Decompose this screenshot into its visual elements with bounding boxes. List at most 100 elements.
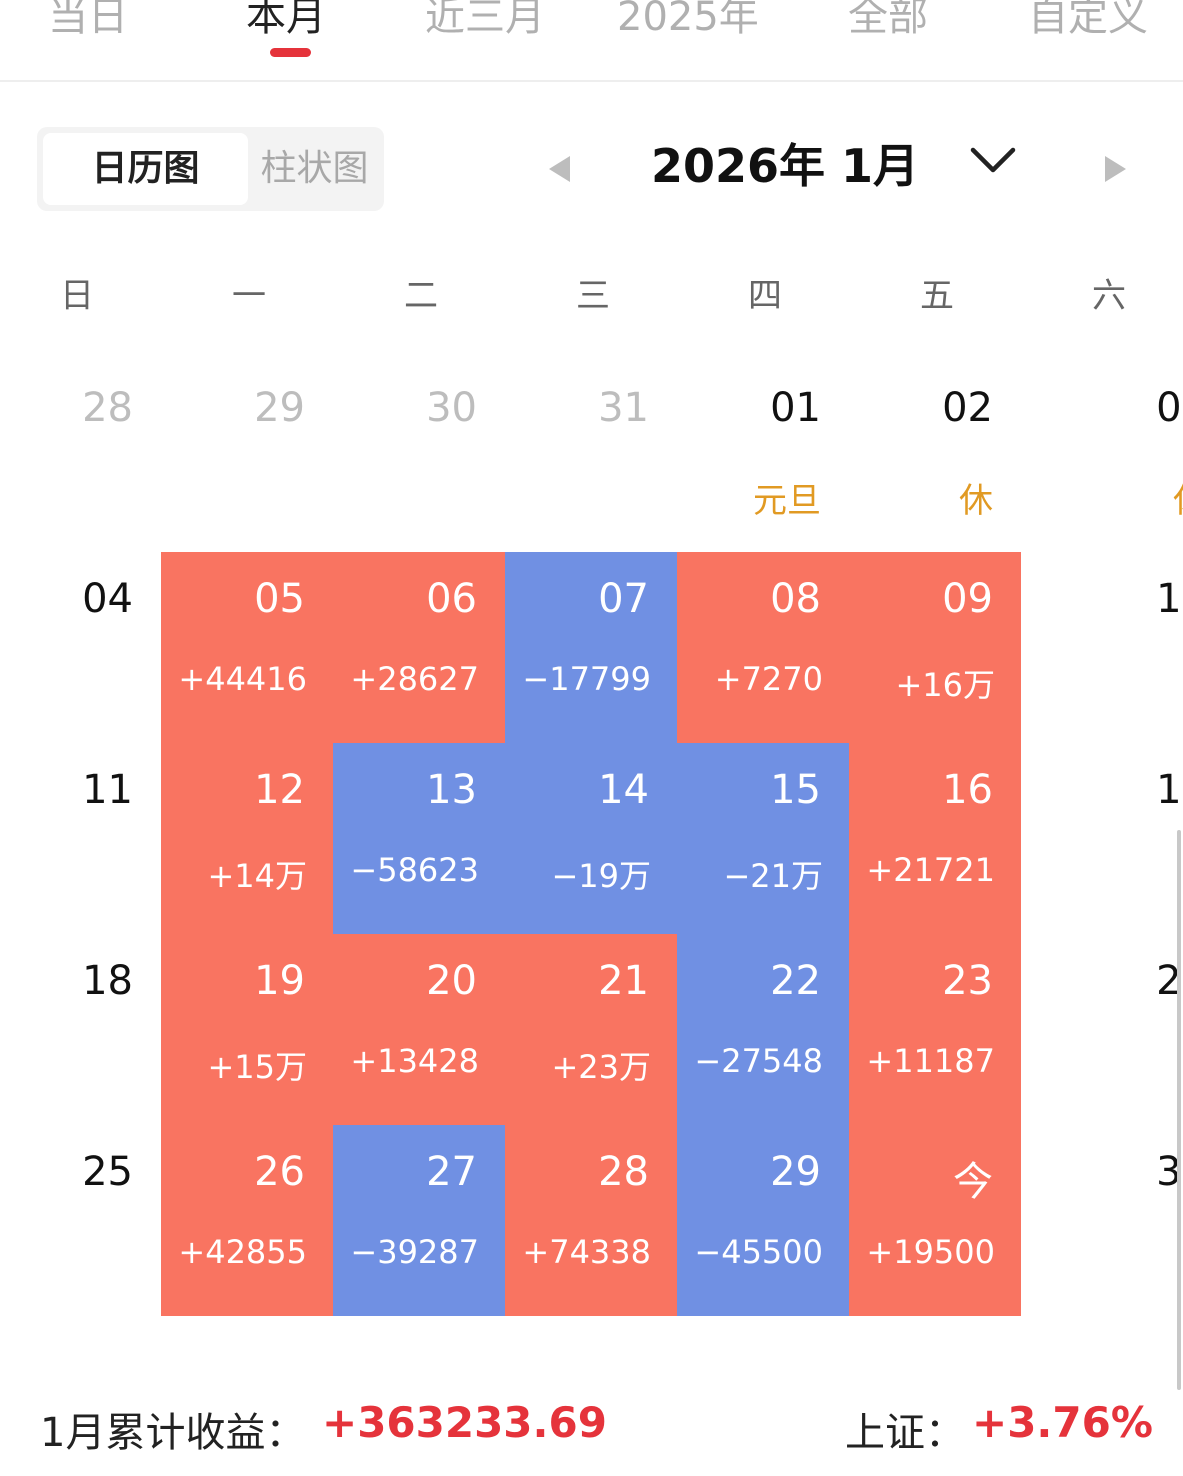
caret-left-icon: [549, 156, 570, 182]
calendar-day-cell[interactable]: 19 +15万: [161, 934, 333, 1125]
calendar-day-cell[interactable]: 29 −45500: [677, 1125, 849, 1316]
weekday-fri: 五: [920, 276, 954, 316]
calendar-day-cell: 17: [1021, 743, 1183, 934]
calendar-day-cell: 01 元旦: [677, 361, 849, 552]
daily-pnl: +42855: [178, 1233, 307, 1271]
day-number: 28: [82, 385, 133, 431]
day-number: 13: [426, 767, 477, 813]
calendar-day-cell: 02 休: [849, 361, 1021, 552]
day-number: 18: [82, 958, 133, 1004]
calendar-day-cell[interactable]: 12 +14万: [161, 743, 333, 934]
day-number: 17: [1156, 767, 1183, 813]
calendar-day-cell[interactable]: 21 +23万: [505, 934, 677, 1125]
tab-three-months[interactable]: 近三月: [425, 0, 545, 40]
calendar-day-cell: 18: [0, 934, 161, 1125]
day-number: 15: [770, 767, 821, 813]
monthly-return-label: 1月累计收益：: [40, 1410, 306, 1456]
day-number: 30: [426, 385, 477, 431]
day-number: 11: [82, 767, 133, 813]
daily-pnl: +14万: [207, 857, 307, 895]
daily-pnl: +15万: [207, 1048, 307, 1086]
tab-today[interactable]: 当日: [48, 0, 128, 40]
daily-pnl: −58623: [350, 851, 479, 889]
calendar-day-cell[interactable]: 28 +74338: [505, 1125, 677, 1316]
calendar-day-cell[interactable]: 05 +44416: [161, 552, 333, 743]
day-number: 25: [82, 1149, 133, 1195]
calendar-day-cell[interactable]: 23 +11187: [849, 934, 1021, 1125]
daily-pnl: +28627: [350, 660, 479, 698]
calendar-day-cell[interactable]: 06 +28627: [333, 552, 505, 743]
day-number: 22: [770, 958, 821, 1004]
period-tabs: 当日 本月 近三月 2025年 全部 自定义: [0, 0, 1183, 82]
next-month-button[interactable]: [1095, 140, 1135, 196]
index-label: 上证：: [845, 1410, 965, 1456]
day-number: 16: [942, 767, 993, 813]
index-change-value: +3.76%: [972, 1398, 1153, 1447]
calendar-day-cell[interactable]: 今 +19500: [849, 1125, 1021, 1316]
calendar-day-cell[interactable]: 26 +42855: [161, 1125, 333, 1316]
day-number: 27: [426, 1149, 477, 1195]
daily-pnl: −39287: [350, 1233, 479, 1271]
calendar-day-cell[interactable]: 20 +13428: [333, 934, 505, 1125]
day-number: 06: [426, 576, 477, 622]
daily-pnl: −27548: [694, 1042, 823, 1080]
calendar-day-cell[interactable]: 27 −39287: [333, 1125, 505, 1316]
holiday-label: 元旦: [753, 481, 821, 521]
calendar-day-cell[interactable]: 14 −19万: [505, 743, 677, 934]
day-number: 今: [953, 1159, 993, 1205]
calendar-day-cell: 31: [1021, 1125, 1183, 1316]
calendar-day-cell: 28: [0, 361, 161, 552]
daily-pnl: −17799: [522, 660, 651, 698]
calendar-day-cell[interactable]: 16 +21721: [849, 743, 1021, 934]
weekday-mon: 一: [232, 276, 266, 316]
calendar-day-cell: 30: [333, 361, 505, 552]
daily-pnl: +11187: [866, 1042, 995, 1080]
weekday-wed: 三: [576, 276, 610, 316]
day-number: 04: [82, 576, 133, 622]
day-number: 21: [598, 958, 649, 1004]
tab-year-2025[interactable]: 2025年: [617, 0, 759, 40]
calendar-day-cell: 31: [505, 361, 677, 552]
day-number: 12: [254, 767, 305, 813]
calendar-day-cell[interactable]: 15 −21万: [677, 743, 849, 934]
calendar-day-cell[interactable]: 13 −58623: [333, 743, 505, 934]
day-number: 02: [942, 385, 993, 431]
weekday-tue: 二: [404, 276, 438, 316]
tab-this-month[interactable]: 本月: [246, 0, 326, 40]
prev-month-button[interactable]: [540, 140, 580, 196]
daily-pnl: +16万: [895, 666, 995, 704]
calendar-day-cell[interactable]: 09 +16万: [849, 552, 1021, 743]
daily-pnl: −45500: [694, 1233, 823, 1271]
calendar-day-cell[interactable]: 07 −17799: [505, 552, 677, 743]
daily-pnl: −19万: [551, 857, 651, 895]
chevron-down-icon: [970, 147, 1016, 173]
day-number: 26: [254, 1149, 305, 1195]
daily-pnl: +21721: [866, 851, 995, 889]
day-number: 05: [254, 576, 305, 622]
day-number: 23: [942, 958, 993, 1004]
view-toggle: 日历图 柱状图: [37, 127, 384, 211]
holiday-label: 休: [959, 481, 993, 521]
monthly-return-value: +363233.69: [322, 1398, 607, 1447]
day-number: 09: [942, 576, 993, 622]
day-number: 19: [254, 958, 305, 1004]
day-number: 20: [426, 958, 477, 1004]
daily-pnl: +19500: [866, 1233, 995, 1271]
daily-pnl: +13428: [350, 1042, 479, 1080]
daily-pnl: +23万: [551, 1048, 651, 1086]
tab-custom[interactable]: 自定义: [1028, 0, 1148, 40]
month-dropdown-button[interactable]: [968, 140, 1018, 180]
scrollbar[interactable]: [1177, 830, 1181, 1390]
calendar-view-button[interactable]: 日历图: [43, 133, 248, 205]
tab-all[interactable]: 全部: [848, 0, 928, 40]
calendar-day-cell: 25: [0, 1125, 161, 1316]
caret-right-icon: [1105, 156, 1126, 182]
day-number: 01: [770, 385, 821, 431]
calendar-day-cell[interactable]: 22 −27548: [677, 934, 849, 1125]
calendar-day-cell[interactable]: 08 +7270: [677, 552, 849, 743]
day-number: 08: [770, 576, 821, 622]
day-number: 03: [1156, 385, 1183, 431]
active-tab-indicator: [270, 48, 311, 57]
day-number: 28: [598, 1149, 649, 1195]
bar-view-button[interactable]: 柱状图: [260, 148, 369, 189]
